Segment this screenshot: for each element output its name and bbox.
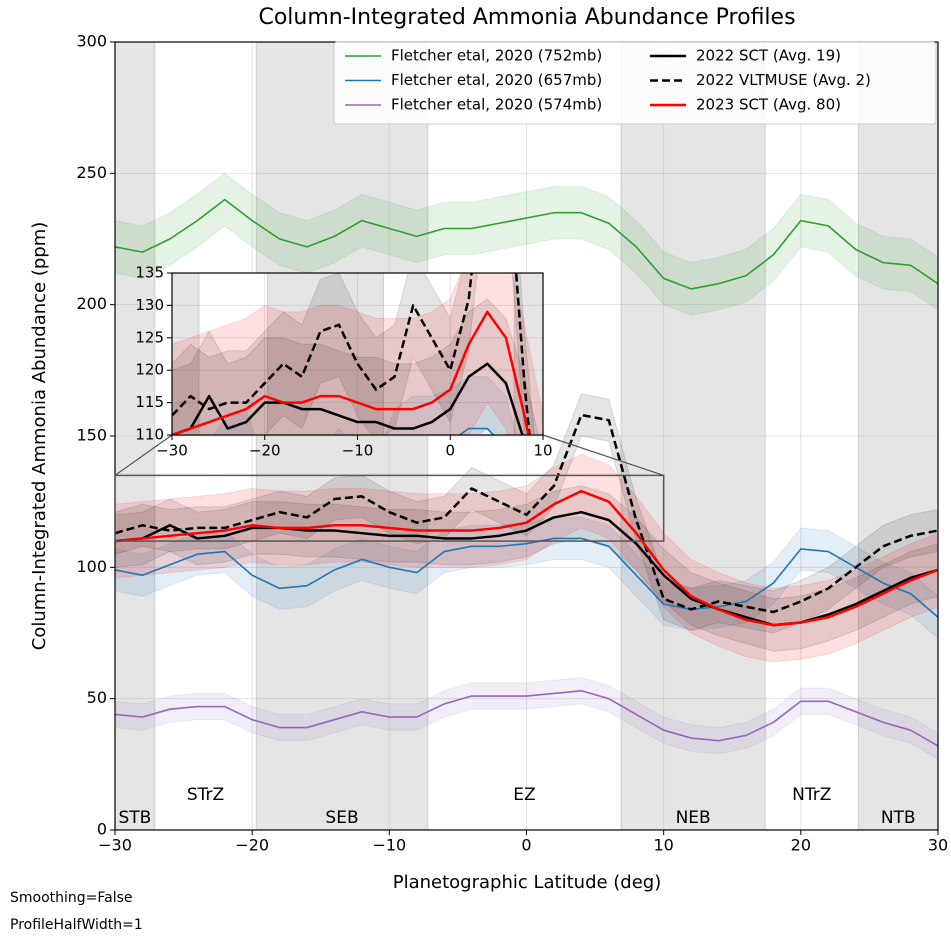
zoom-connector [114,434,173,476]
zone-label: NTrZ [792,785,831,805]
y-tick-label: 250 [76,163,107,182]
series-line [172,273,531,435]
zone-label: STrZ [187,785,224,805]
y-tick-label: 200 [76,294,107,313]
series-line [115,413,938,614]
x-tick-label: −30 [98,836,132,855]
y-tick-label: 50 [87,688,107,707]
series-line [115,537,938,618]
plot-area [172,273,543,435]
y-tick-label: 135 [135,264,164,282]
zone-band [621,42,766,830]
x-tick-label: −20 [249,442,281,460]
x-tick-label: 30 [928,836,948,855]
zone-band [256,42,428,830]
legend: Fletcher etal, 2020 (752mb) Fletcher etal… [333,41,937,125]
y-tick-label: 0 [97,820,107,839]
error-band [213,376,517,435]
series-line [115,689,938,747]
zone-label: EZ [513,785,535,805]
zone-band [115,42,155,830]
plot-area [115,42,938,830]
note: Smoothing=False [10,890,133,906]
zone-label: NTB [881,808,916,828]
x-tick-label: −20 [235,836,269,855]
zone-band [858,42,938,830]
chart-title: Column-Integrated Ammonia Abundance Prof… [258,5,795,30]
y-tick-label: 115 [135,393,164,411]
y-tick-label: 150 [76,426,107,445]
y-tick-label: 100 [76,557,107,576]
note: ProfileHalfWidth=1 [10,917,143,933]
series-line [172,362,524,435]
error-band [115,453,938,663]
zone-label: STB [118,808,151,828]
legend-label: 2022 SCT (Avg. 19) [696,47,841,65]
error-band [115,516,938,639]
error-band [172,273,543,435]
y-tick-label: 125 [135,328,164,346]
series-line [115,489,938,627]
x-axis-label: Planetographic Latitude (deg) [393,872,662,893]
x-tick-label: −30 [156,442,188,460]
y-tick-label: 130 [135,296,164,314]
x-tick-label: 0 [445,442,455,460]
y-tick-label: 300 [76,32,107,51]
zone-label: SEB [325,808,358,828]
zone-band [267,273,384,435]
y-axis-label: Column-Integrated Ammonia Abundance (ppm… [29,222,50,651]
series-line [115,198,938,290]
zoom-box [114,474,665,542]
x-tick-label: 10 [533,442,552,460]
x-tick-label: 10 [653,836,673,855]
zone-band [172,273,199,435]
y-tick-label: 110 [135,426,164,444]
legend-box [333,41,937,125]
x-tick-label: 20 [791,836,811,855]
inset-frame [171,272,544,436]
y-tick-label: 120 [135,361,164,379]
legend-label: 2023 SCT (Avg. 80) [696,96,841,114]
x-tick-label: −10 [372,836,406,855]
series-line [172,310,530,435]
zone-label: NEB [676,808,711,828]
legend-label: 2022 VLTMUSE (Avg. 2) [696,71,871,89]
error-band [172,298,539,435]
plot-background [115,42,938,830]
legend-label: Fletcher etal, 2020 (657mb) [391,71,602,89]
zoom-connector [542,434,664,476]
x-tick-label: −10 [342,442,374,460]
x-tick-label: 0 [521,836,531,855]
legend-label: Fletcher etal, 2020 (752mb) [391,47,602,65]
legend-label: Fletcher etal, 2020 (574mb) [391,96,602,114]
